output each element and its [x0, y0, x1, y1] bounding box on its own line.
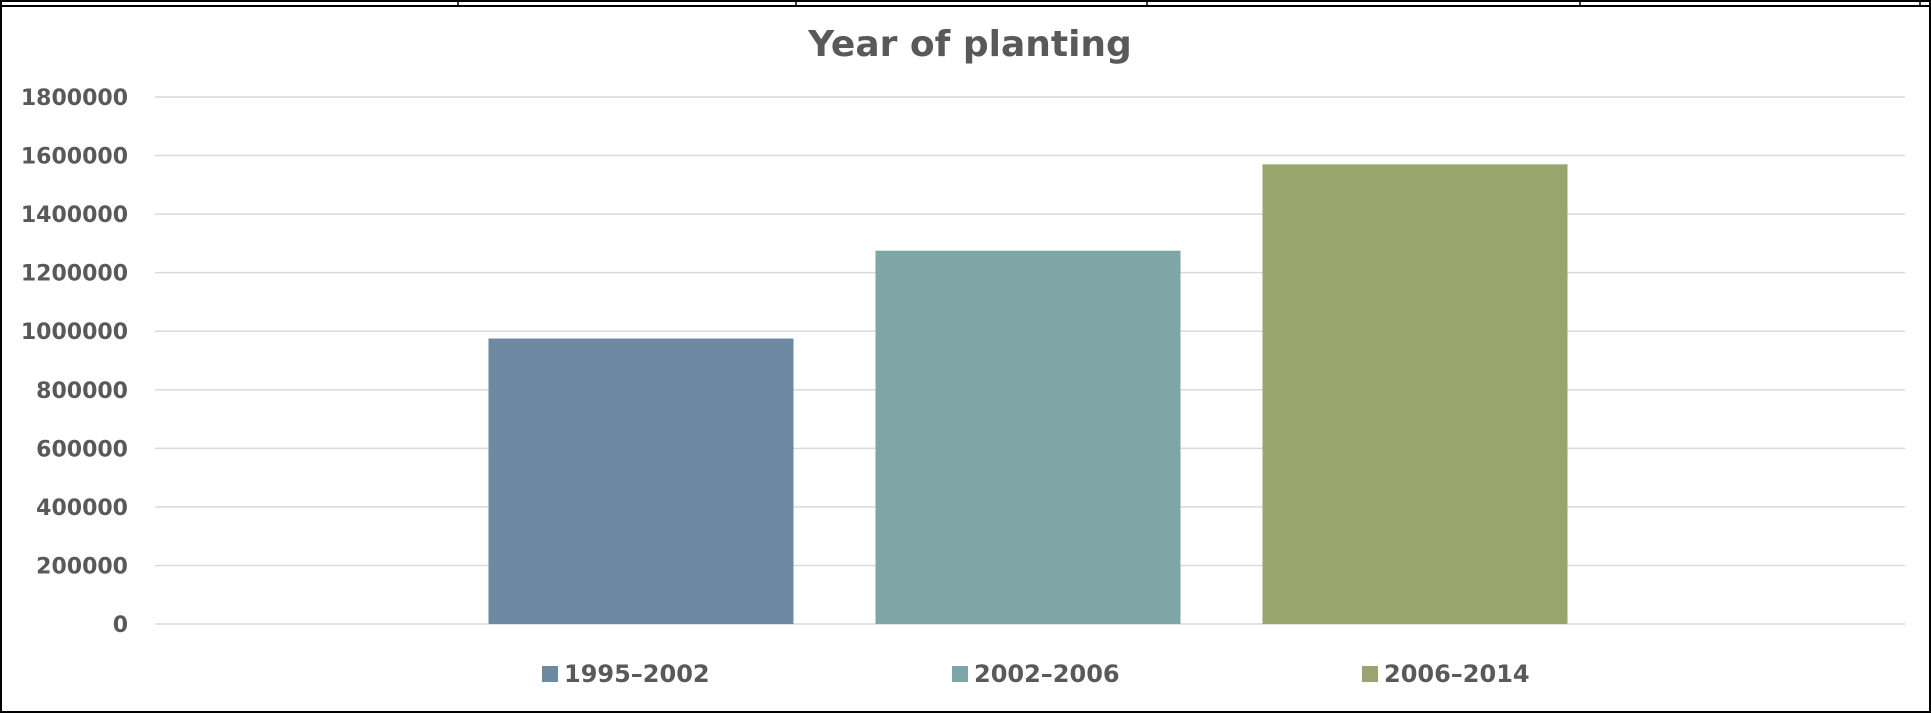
- y-tick-label: 1400000: [21, 203, 128, 228]
- legend-label: 1995–2002: [564, 660, 710, 688]
- legend-label: 2006–2014: [1384, 660, 1530, 688]
- y-tick-label: 1000000: [21, 320, 128, 345]
- y-tick-label: 1200000: [21, 262, 128, 287]
- legend-swatch: [1362, 666, 1378, 682]
- y-tick-label: 1800000: [21, 86, 128, 111]
- chart-title: Year of planting: [807, 24, 1132, 65]
- legend: 1995–2002 2002–2006 2006–2014: [542, 660, 1530, 688]
- y-axis-ticks: 0 200000 400000 600000 800000 1000000 1200000 1…: [21, 86, 128, 638]
- legend-item: 1995–2002: [542, 660, 710, 688]
- y-tick-label: 0: [113, 613, 128, 638]
- bar-2: [875, 250, 1181, 625]
- sheet-cell-edges: [1, 0, 1930, 7]
- bar-3: [1262, 164, 1568, 625]
- legend-swatch: [542, 666, 558, 682]
- bar-1: [488, 338, 794, 624]
- bars: [488, 164, 1568, 625]
- legend-label: 2002–2006: [974, 660, 1120, 688]
- y-tick-label: 1600000: [21, 145, 128, 170]
- legend-swatch: [952, 666, 968, 682]
- y-tick-label: 400000: [36, 496, 128, 521]
- legend-item: 2006–2014: [1362, 660, 1530, 688]
- y-tick-label: 200000: [36, 554, 128, 579]
- legend-item: 2002–2006: [952, 660, 1120, 688]
- y-tick-label: 800000: [36, 379, 128, 404]
- y-tick-label: 600000: [36, 437, 128, 462]
